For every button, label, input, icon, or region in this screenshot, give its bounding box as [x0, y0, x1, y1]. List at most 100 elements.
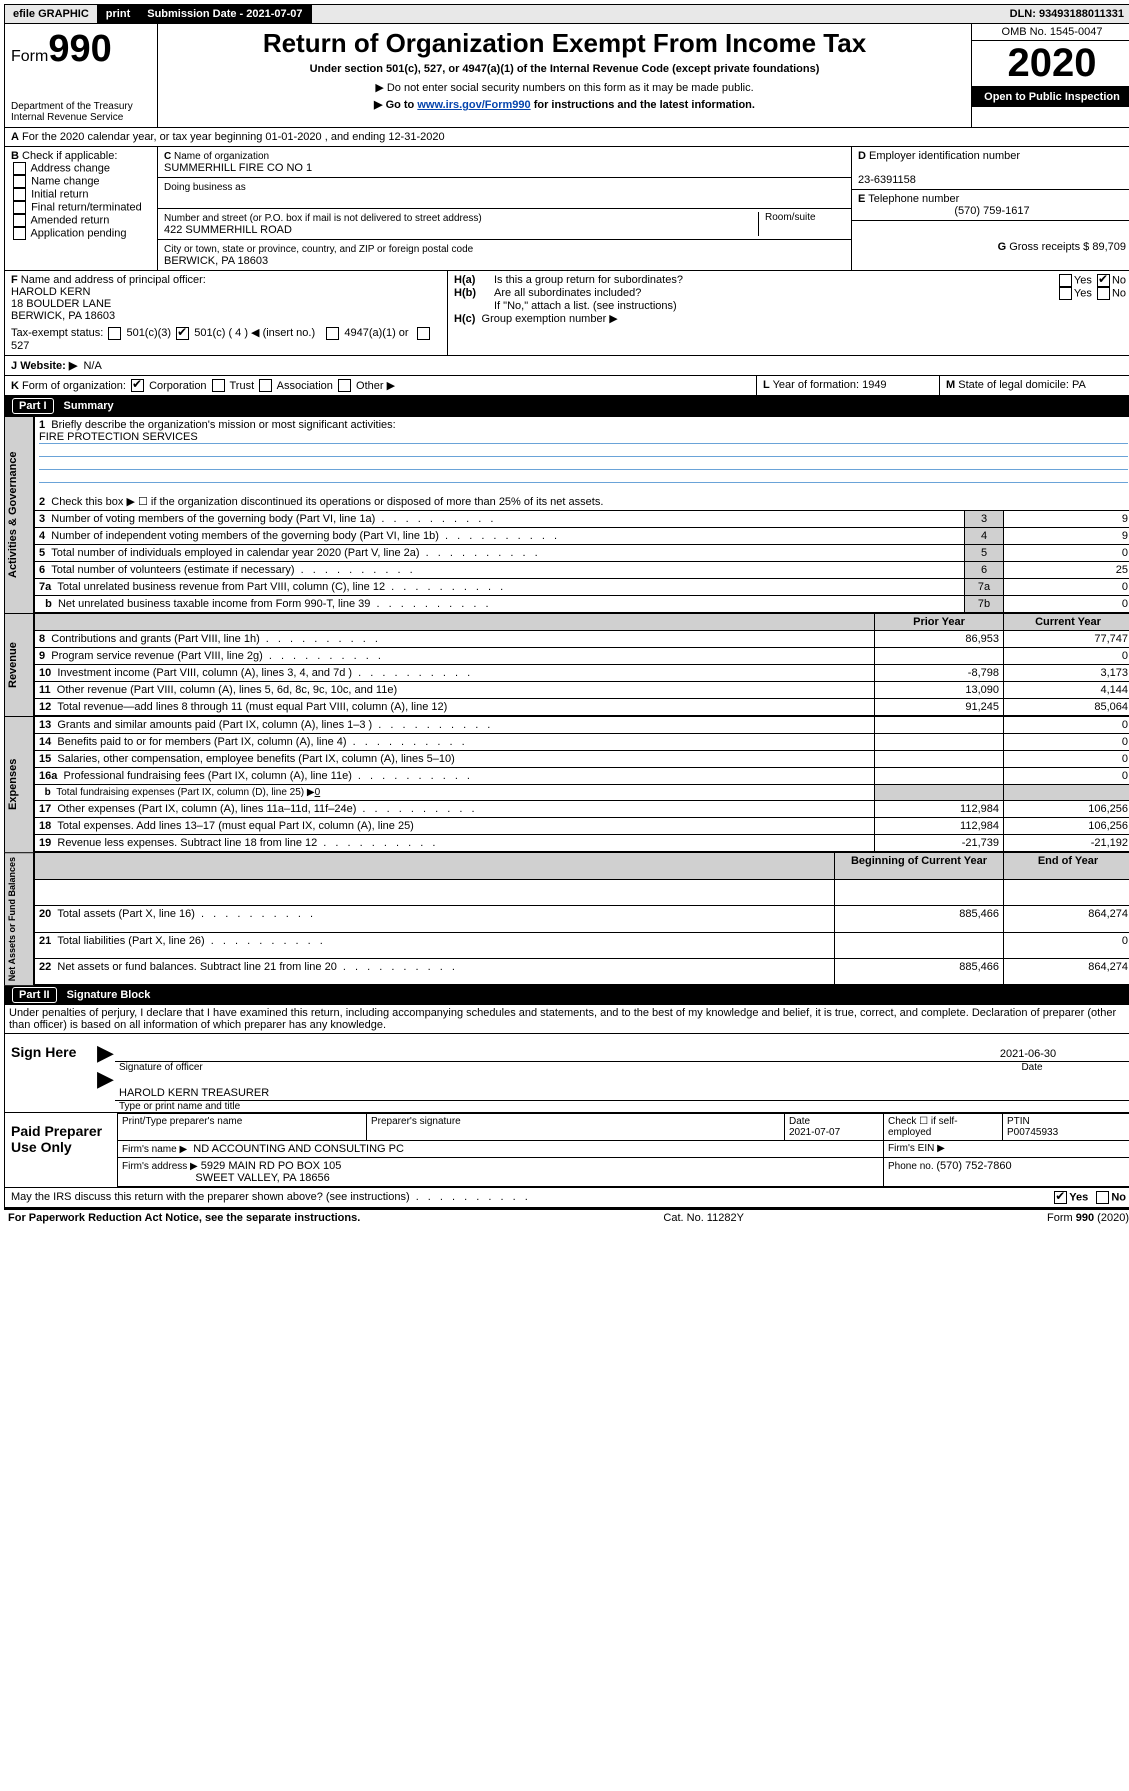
footer-mid: Cat. No. 11282Y [663, 1212, 744, 1224]
fh-block: F Name and address of principal officer:… [4, 271, 1129, 356]
chk-final-return[interactable] [13, 201, 26, 214]
row-21: 21 Total liabilities (Part X, line 26)0 [35, 932, 1129, 958]
firm-addr1: 5929 MAIN RD PO BOX 105 [201, 1160, 342, 1172]
phone-value: (570) 759-1617 [858, 205, 1126, 217]
row-6: 6 Total number of volunteers (estimate i… [35, 562, 1129, 579]
dept-treasury: Department of the Treasury Internal Reve… [11, 101, 151, 123]
h-chk: Check ☐ if self-employed [884, 1114, 1003, 1141]
chk-527[interactable] [417, 327, 430, 340]
row-18: 18 Total expenses. Add lines 13–17 (must… [35, 818, 1129, 835]
hc-text: Group exemption number ▶ [482, 313, 618, 325]
revenue-section: Revenue Prior YearCurrent Year 8 Contrib… [4, 613, 1129, 716]
summary-table-exp: 13 Grants and similar amounts paid (Part… [34, 716, 1129, 852]
part1-body: Activities & Governance 1 Briefly descri… [4, 416, 1129, 613]
state-domicile: PA [1072, 379, 1086, 391]
form-note2: ▶ Go to www.irs.gov/Form990 for instruct… [164, 98, 965, 111]
hdr-curr: Current Year [1035, 616, 1101, 628]
summary-table-net: Beginning of Current YearEnd of Year 20 … [34, 852, 1129, 985]
summary-table-gov: 1 Briefly describe the organization's mi… [34, 416, 1129, 613]
section-c: C Name of organization SUMMERHILL FIRE C… [158, 147, 851, 270]
chk-discuss-no[interactable] [1096, 1191, 1109, 1204]
q2-text: Check this box ▶ ☐ if the organization d… [51, 496, 603, 508]
part1-header: Part I Summary [4, 396, 1129, 416]
row-4: 4 Number of independent voting members o… [35, 528, 1129, 545]
chk-application-pending[interactable] [13, 227, 26, 240]
room-label: Room/suite [758, 212, 845, 236]
h-prep: Print/Type preparer's name [118, 1114, 367, 1141]
chk-501c3[interactable] [108, 327, 121, 340]
row-7a: 7a Total unrelated business revenue from… [35, 579, 1129, 596]
officer-title-label: Type or print name and title [115, 1101, 1129, 1112]
city-state-zip: BERWICK, PA 18603 [164, 255, 268, 267]
m-label: State of legal domicile: [958, 379, 1072, 391]
row-12: 12 Total revenue—add lines 8 through 11 … [35, 699, 1129, 716]
sig-date-label: Date [932, 1062, 1129, 1073]
h-sig: Preparer's signature [367, 1114, 785, 1141]
h-date: Date [789, 1116, 810, 1127]
section-deg: D Employer identification number 23-6391… [851, 147, 1129, 270]
dln: DLN: 93493188011331 [1002, 5, 1129, 23]
chk-discuss-yes[interactable] [1054, 1191, 1067, 1204]
chk-initial-return[interactable] [13, 188, 26, 201]
officer-label: Name and address of principal officer: [21, 274, 206, 286]
footer-right: Form 990 (2020) [1047, 1212, 1129, 1224]
c-name-label: Name of organization [174, 151, 269, 162]
tax-exempt-label: Tax-exempt status: [11, 327, 103, 339]
chk-amended[interactable] [13, 214, 26, 227]
chk-hb-no[interactable] [1097, 287, 1110, 300]
part2-header: Part II Signature Block [4, 985, 1129, 1005]
entity-block: B Check if applicable: Address change Na… [4, 147, 1129, 271]
sign-here-label: Sign Here [5, 1034, 97, 1112]
chk-hb-yes[interactable] [1059, 287, 1072, 300]
chk-501c[interactable] [176, 327, 189, 340]
tax-year: 2020 [972, 41, 1129, 87]
chk-address-change[interactable] [13, 162, 26, 175]
row-22: 22 Net assets or fund balances. Subtract… [35, 958, 1129, 984]
chk-name-change[interactable] [13, 175, 26, 188]
row-14: 14 Benefits paid to or for members (Part… [35, 734, 1129, 751]
part2-tab: Part II [12, 987, 57, 1003]
submission-date: Submission Date - 2021-07-07 [139, 5, 311, 23]
discuss-text: May the IRS discuss this return with the… [11, 1191, 531, 1203]
chk-4947[interactable] [326, 327, 339, 340]
part1-tab: Part I [12, 398, 54, 414]
arrow-icon: ▶▶ [97, 1034, 115, 1112]
l-label: Year of formation: [773, 379, 862, 391]
section-b: B Check if applicable: Address change Na… [5, 147, 158, 270]
print-button[interactable]: print [98, 5, 139, 23]
sig-officer-label: Signature of officer [115, 1062, 932, 1073]
open-public: Open to Public Inspection [972, 87, 1129, 107]
year-formation: 1949 [862, 379, 886, 391]
row-16b: b Total fundraising expenses (Part IX, c… [35, 785, 1129, 801]
vlabel-governance: Activities & Governance [4, 416, 34, 613]
dba-label: Doing business as [164, 182, 246, 193]
chk-corp[interactable] [131, 379, 144, 392]
chk-ha-no[interactable] [1097, 274, 1110, 287]
gross-label: Gross receipts $ [1009, 241, 1092, 253]
row-16a: 16a Professional fundraising fees (Part … [35, 768, 1129, 785]
part2-name: Signature Block [67, 989, 151, 1001]
chk-assoc[interactable] [259, 379, 272, 392]
b-label: Check if applicable: [22, 150, 117, 162]
vlabel-netassets: Net Assets or Fund Balances [4, 852, 34, 985]
page-footer: For Paperwork Reduction Act Notice, see … [4, 1210, 1129, 1226]
discuss-row: May the IRS discuss this return with the… [4, 1188, 1129, 1208]
chk-trust[interactable] [212, 379, 225, 392]
website-label: Website: ▶ [20, 360, 77, 372]
firm-addr-label: Firm's address ▶ [122, 1161, 198, 1172]
chk-ha-yes[interactable] [1059, 274, 1072, 287]
topbar-spacer [312, 5, 1002, 23]
city-label: City or town, state or province, country… [164, 244, 473, 255]
vlabel-revenue: Revenue [4, 613, 34, 716]
irs-link[interactable]: www.irs.gov/Form990 [417, 99, 530, 111]
prep-date: 2021-07-07 [789, 1127, 840, 1138]
officer-name: HAROLD KERN [11, 286, 90, 298]
period-text: A For the 2020 calendar year, or tax yea… [5, 128, 451, 146]
chk-other[interactable] [338, 379, 351, 392]
row-10: 10 Investment income (Part VIII, column … [35, 665, 1129, 682]
row-17: 17 Other expenses (Part IX, column (A), … [35, 801, 1129, 818]
preparer-table: Print/Type preparer's name Preparer's si… [117, 1113, 1129, 1187]
form-990: 990 [48, 28, 111, 70]
section-f: F Name and address of principal officer:… [5, 271, 448, 355]
firm-name: ND ACCOUNTING AND CONSULTING PC [193, 1143, 404, 1155]
